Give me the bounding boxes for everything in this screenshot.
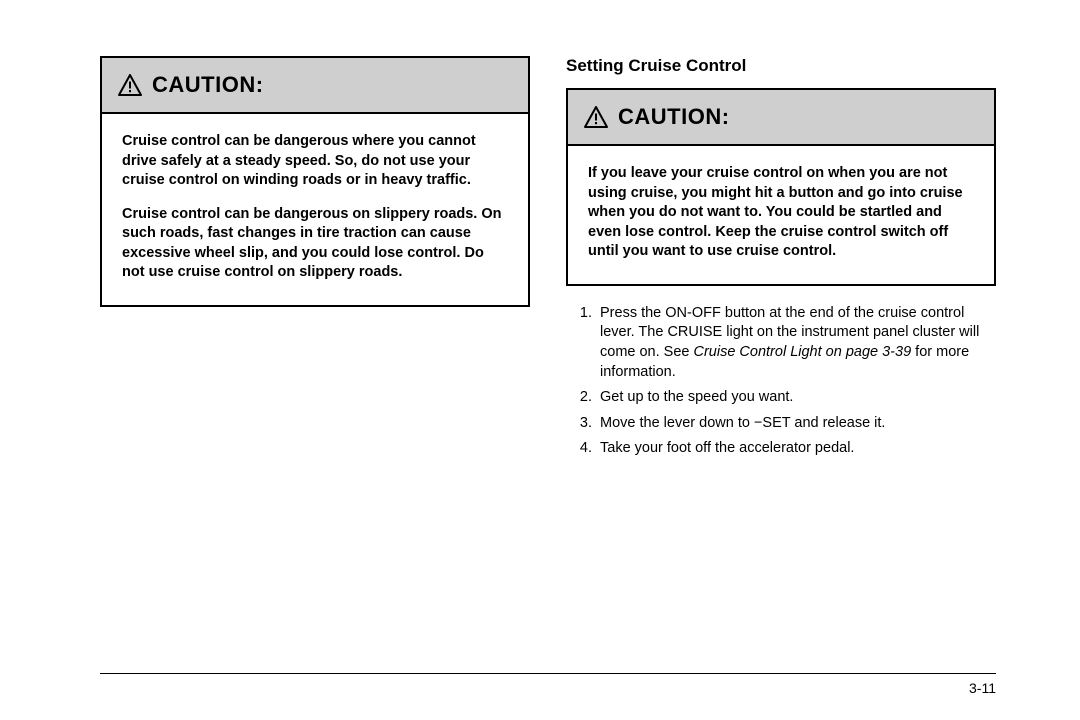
caution-para: Cruise control can be dangerous where yo… (122, 132, 508, 191)
caution-label-right: CAUTION: (618, 104, 730, 130)
page-number: 3-11 (969, 680, 996, 696)
right-column: Setting Cruise Control CAUTION: If you l… (566, 56, 996, 653)
two-column-layout: CAUTION: Cruise control can be dangerous… (100, 56, 996, 653)
step-item: Move the lever down to −SET and release … (596, 414, 996, 434)
warning-triangle-icon (118, 74, 142, 96)
step-item: Press the ON-OFF button at the end of th… (596, 304, 996, 382)
caution-para: If you leave your cruise control on when… (588, 164, 974, 262)
page-footer: 3-11 (100, 673, 996, 696)
warning-triangle-icon (584, 106, 608, 128)
caution-header-right: CAUTION: (568, 90, 994, 146)
manual-page: CAUTION: Cruise control can be dangerous… (0, 0, 1080, 720)
step-item: Take your foot off the accelerator pedal… (596, 439, 996, 459)
steps-list: Press the ON-OFF button at the end of th… (566, 304, 996, 459)
caution-header-left: CAUTION: (102, 58, 528, 114)
cross-reference: Cruise Control Light on page 3-39 (694, 344, 912, 360)
caution-body-right: If you leave your cruise control on when… (568, 146, 994, 284)
section-title: Setting Cruise Control (566, 56, 996, 76)
caution-label-left: CAUTION: (152, 72, 264, 98)
caution-para: Cruise control can be dangerous on slipp… (122, 205, 508, 283)
step-item: Get up to the speed you want. (596, 388, 996, 408)
caution-box-right: CAUTION: If you leave your cruise contro… (566, 88, 996, 286)
left-column: CAUTION: Cruise control can be dangerous… (100, 56, 530, 653)
caution-body-left: Cruise control can be dangerous where yo… (102, 114, 528, 305)
caution-box-left: CAUTION: Cruise control can be dangerous… (100, 56, 530, 307)
